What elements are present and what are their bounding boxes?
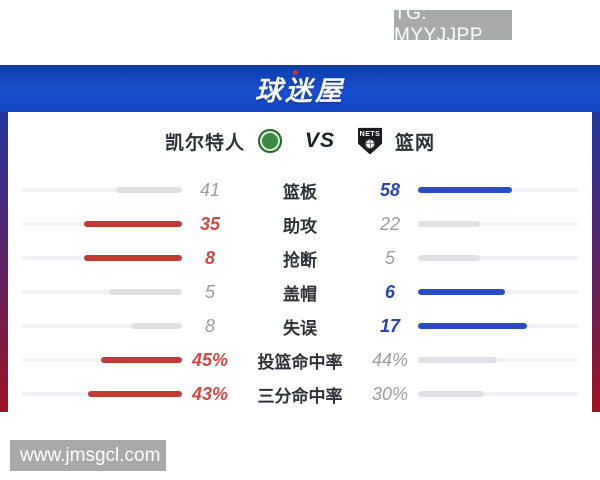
stat-row: 8 失误 17 — [8, 309, 592, 343]
site-logo-text: 球迷屋 — [255, 76, 345, 106]
site-logo: 球迷屋 — [255, 69, 345, 108]
away-stat-bar-fill — [418, 391, 484, 397]
home-stat-value: 5 — [204, 281, 215, 302]
home-stat-bar-fill — [130, 323, 182, 329]
home-stat-bar — [22, 221, 182, 227]
home-stat-value: 41 — [199, 179, 221, 200]
away-stat-bar-fill — [418, 357, 498, 363]
home-stat-value: 35 — [199, 213, 221, 234]
away-stat-bar-fill — [418, 221, 480, 227]
away-stat-bar — [418, 289, 578, 295]
home-stat-bar-fill — [83, 255, 182, 261]
vs-label: VS — [304, 129, 335, 152]
stat-label: 失误 — [283, 318, 317, 338]
away-stat-bar — [418, 323, 578, 329]
stats-rows: 41 篮板 58 35 助攻 22 8 抢断 5 5 盖帽 6 — [8, 173, 592, 411]
matchup-row: 凯尔特人 VS NETS 篮网 — [8, 112, 592, 162]
home-stat-bar — [22, 187, 182, 193]
stat-label: 篮板 — [283, 182, 317, 202]
away-stat-value: 5 — [384, 247, 395, 268]
away-stat-bar-fill — [418, 289, 506, 295]
home-stat-bar-fill — [83, 221, 182, 227]
away-stat-bar-fill — [418, 323, 527, 329]
away-stat-bar — [418, 187, 578, 193]
logo-accent-dot — [293, 70, 298, 75]
celtics-logo-icon — [257, 129, 282, 153]
home-stat-bar — [22, 323, 182, 329]
away-stat-value: 58 — [379, 179, 401, 200]
stat-row: 8 抢断 5 — [8, 241, 592, 275]
stat-label: 抢断 — [283, 250, 317, 270]
watermark-text: www.jmsgcl.com — [20, 444, 161, 466]
home-stat-bar-fill — [115, 187, 182, 193]
stat-row: 5 盖帽 6 — [8, 275, 592, 309]
away-stat-value: 6 — [384, 281, 395, 302]
stat-label: 三分命中率 — [257, 386, 343, 406]
frame-right-edge — [592, 112, 600, 412]
home-stat-bar — [22, 289, 182, 295]
away-stat-bar — [418, 391, 578, 397]
frame-left-edge — [0, 112, 8, 412]
home-stat-bar — [22, 357, 182, 363]
away-stat-value: 22 — [379, 213, 401, 234]
nets-logo-text: NETS — [359, 130, 381, 138]
stats-card: 球迷屋 凯尔特人 VS NETS 篮网 41 篮板 58 — [0, 65, 600, 412]
stat-row: 35 助攻 22 — [8, 207, 592, 241]
stat-row: 45% 投篮命中率 44% — [8, 343, 592, 377]
card-content: 凯尔特人 VS NETS 篮网 41 篮板 58 35 助攻 22 — [8, 112, 592, 412]
away-stat-bar — [418, 221, 578, 227]
home-stat-value: 8 — [204, 247, 215, 268]
away-stat-value: 17 — [379, 315, 401, 336]
card-header: 球迷屋 — [0, 65, 600, 112]
stat-label: 投篮命中率 — [257, 352, 343, 372]
watermark-badge: www.jmsgcl.com — [10, 440, 166, 471]
tg-contact-badge: TG: MYYJJPP — [394, 3, 512, 46]
basketball-icon — [365, 138, 375, 149]
home-stat-value: 45% — [191, 349, 229, 370]
away-stat-bar-fill — [418, 255, 480, 261]
stat-row: 41 篮板 58 — [8, 173, 592, 207]
away-stat-bar-fill — [418, 187, 512, 193]
home-stat-value: 8 — [204, 315, 215, 336]
home-stat-bar — [22, 255, 182, 261]
home-stat-bar-fill — [109, 289, 182, 295]
away-stat-bar — [418, 255, 578, 261]
home-team-name: 凯尔特人 — [164, 132, 245, 154]
stat-label: 助攻 — [283, 216, 317, 236]
stat-row: 43% 三分命中率 30% — [8, 377, 592, 411]
card-body: 凯尔特人 VS NETS 篮网 41 篮板 58 35 助攻 22 — [0, 112, 600, 412]
home-stat-bar-fill — [87, 391, 182, 397]
tg-contact-text: TG: MYYJJPP — [394, 3, 484, 46]
home-stat-bar — [22, 391, 182, 397]
away-team-name: 篮网 — [395, 132, 436, 154]
away-stat-bar — [418, 357, 578, 363]
stat-label: 盖帽 — [283, 284, 317, 304]
nets-logo-icon: NETS — [358, 127, 382, 155]
home-stat-value: 43% — [191, 383, 229, 404]
away-stat-value: 44% — [371, 349, 409, 370]
away-stat-value: 30% — [371, 383, 409, 404]
home-stat-bar-fill — [101, 357, 182, 363]
